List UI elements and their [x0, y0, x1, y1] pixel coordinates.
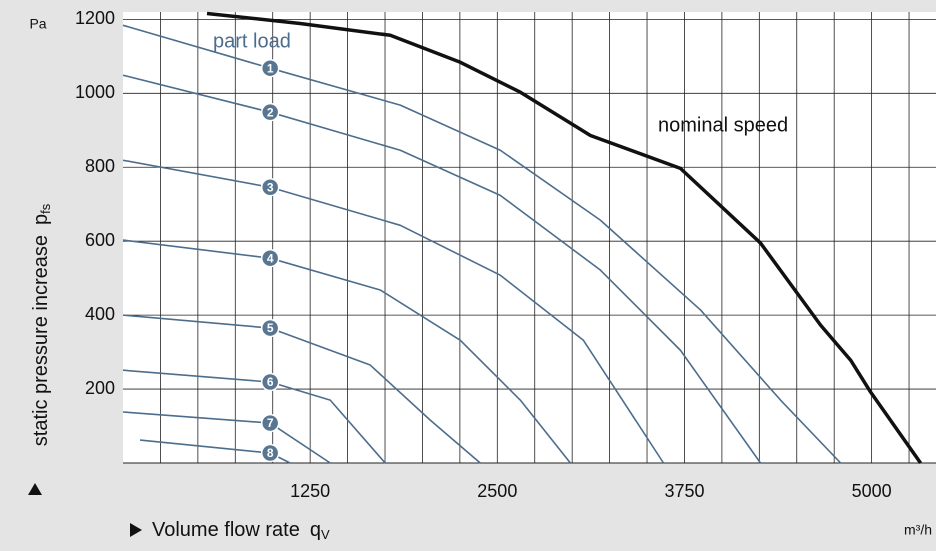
x-axis-label: Volume flow rate qV: [152, 519, 330, 542]
plot-area: [123, 12, 936, 463]
curve-marker: [260, 443, 280, 463]
y-arrow: [28, 483, 42, 495]
curve-number: 8: [267, 446, 274, 460]
x-tick-label: 5000: [852, 481, 892, 501]
curve-number: 1: [267, 61, 274, 75]
part-load-curve: [122, 159, 665, 464]
x-arrow: [130, 523, 142, 537]
x-label-symbol: q: [310, 519, 321, 541]
y-tick-label: 400: [85, 304, 115, 324]
part-load-label: part load: [213, 30, 291, 52]
x-unit: m³/h: [904, 522, 932, 538]
curve-marker: [260, 177, 280, 197]
curve-number: 7: [267, 416, 274, 430]
curve-marker: [260, 413, 280, 433]
nominal-curve: [206, 11, 923, 465]
part-load-curve: [122, 314, 481, 464]
x-label-text: Volume flow rate: [152, 519, 300, 541]
x-label-sub: V: [321, 527, 330, 542]
y-label-symbol: p: [30, 214, 52, 225]
x-tick-label: 3750: [664, 481, 704, 501]
y-tick-label: 600: [85, 230, 115, 250]
curve-number: 2: [267, 105, 274, 119]
y-tick-label: 1000: [75, 82, 115, 102]
curve-marker: [260, 58, 280, 78]
curve-marker: [260, 372, 280, 392]
curve-marker: [260, 318, 280, 338]
part-load-curve: [122, 369, 386, 464]
y-tick-label: 800: [85, 156, 115, 176]
part-load-curve: [122, 24, 842, 464]
curve-number: 4: [267, 251, 274, 265]
curve-label: nominal speed: [658, 114, 788, 136]
curve-marker: [260, 248, 280, 268]
curve-marker: [260, 102, 280, 122]
curve-number: 6: [267, 375, 274, 389]
y-label-sub: fs: [38, 203, 53, 214]
y-tick-label: 1200: [75, 8, 115, 28]
y-label-text: static pressure increase: [30, 235, 52, 446]
curve-number: 5: [267, 321, 274, 335]
part-load-curve: [122, 239, 572, 464]
y-unit: Pa: [29, 16, 46, 32]
y-axis-label: static pressure increase pfs: [30, 203, 53, 446]
curve-number: 3: [267, 180, 274, 194]
y-tick-label: 200: [85, 378, 115, 398]
x-tick-label: 2500: [477, 481, 517, 501]
x-tick-label: 1250: [290, 481, 330, 501]
